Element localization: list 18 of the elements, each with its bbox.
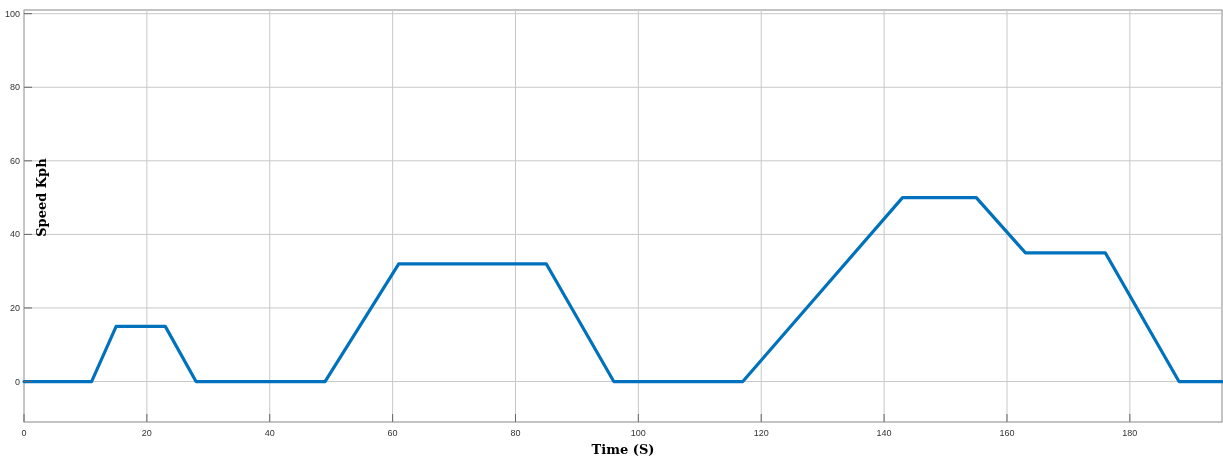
- y-tick-label: 100: [4, 8, 20, 19]
- y-tick-label: 20: [9, 302, 20, 313]
- y-tick-label: 40: [9, 229, 20, 240]
- y-tick-label: 80: [9, 82, 20, 93]
- x-tick-label: 60: [387, 428, 398, 438]
- x-tick-label: 40: [264, 428, 275, 438]
- x-tick-label: 180: [1122, 428, 1138, 438]
- x-tick-label: 100: [630, 428, 646, 438]
- y-tick-label: 0: [14, 376, 20, 387]
- y-tick-label: 60: [9, 155, 20, 166]
- y-axis-title: Speed Kph: [34, 157, 49, 237]
- x-tick-label: 20: [141, 428, 152, 438]
- x-tick-label: 120: [753, 428, 769, 438]
- x-axis-title: Time (S): [591, 442, 655, 457]
- x-tick-label: 0: [21, 428, 27, 438]
- x-tick-label: 80: [510, 428, 521, 438]
- x-tick-label: 160: [999, 428, 1015, 438]
- x-tick-label: 140: [876, 428, 892, 438]
